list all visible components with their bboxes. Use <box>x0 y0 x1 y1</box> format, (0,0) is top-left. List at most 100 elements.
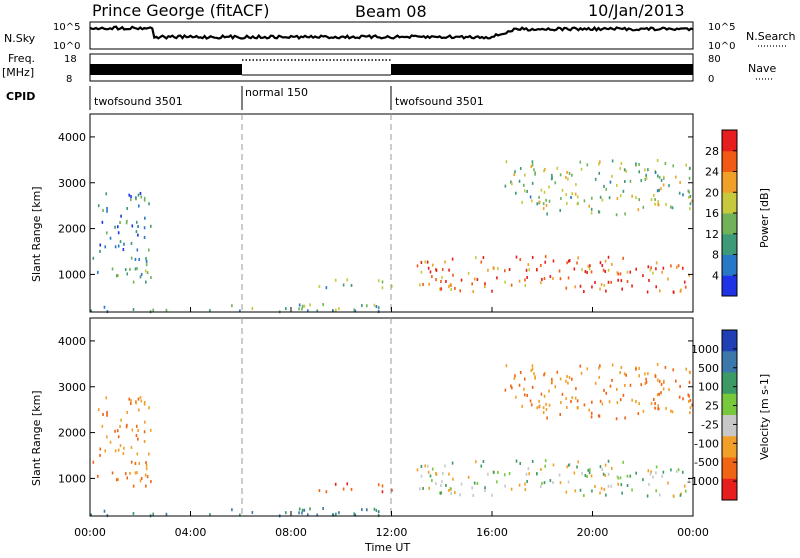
cpid-strip: CPID twofsound 3501 normal 150 twofsound… <box>6 86 484 110</box>
velocity-cell <box>581 472 583 476</box>
power-cell <box>431 275 433 279</box>
velocity-cell <box>298 511 300 515</box>
velocity-cell <box>318 489 321 493</box>
velocity-cell <box>617 476 620 480</box>
power-cell <box>566 201 568 205</box>
power-cell <box>655 285 658 289</box>
velocity-cell <box>619 398 622 402</box>
velocity-cell <box>566 465 568 469</box>
colorbar-swatch <box>722 150 737 172</box>
cpid-segment-1: twofsound 3501 <box>94 95 183 108</box>
power-cell <box>538 195 540 199</box>
power-cell <box>543 169 545 173</box>
velocity-cell <box>587 468 590 472</box>
power-cell <box>143 235 146 239</box>
velocity-cell <box>655 465 658 469</box>
velocity-cell <box>472 494 475 498</box>
power-cell <box>675 265 678 269</box>
power-cell <box>626 270 629 274</box>
power-cell <box>301 307 303 311</box>
velocity-cell <box>543 373 545 377</box>
power-cell <box>604 270 607 274</box>
power-cell <box>590 270 593 274</box>
power-cell <box>306 309 309 313</box>
power-cell <box>654 171 657 175</box>
velocity-cell <box>130 460 133 464</box>
power-cell <box>143 196 146 200</box>
power-cell <box>131 224 134 228</box>
power-cell <box>624 212 626 216</box>
velocity-cell <box>644 381 647 385</box>
power-cell <box>642 274 644 278</box>
power-cell <box>534 171 536 175</box>
velocity-cell <box>591 400 593 404</box>
velocity-cell <box>604 474 607 478</box>
power-cell <box>138 257 141 261</box>
power-cell <box>99 249 101 253</box>
nsky-label: N.Sky <box>4 32 36 45</box>
power-cell <box>92 256 95 260</box>
velocity-cell <box>594 381 597 385</box>
nsky-tick-bottom: 10^0 <box>53 41 80 52</box>
power-cell <box>579 160 582 164</box>
power-cell <box>130 195 132 199</box>
velocity-cell <box>672 368 675 372</box>
velocity-cell <box>576 399 579 403</box>
power-cell <box>115 274 118 278</box>
power-cell <box>381 286 384 290</box>
velocity-cell <box>420 474 423 478</box>
power-cell <box>545 203 548 207</box>
power-cell <box>548 185 550 189</box>
velocity-cell <box>439 491 442 495</box>
velocity-cell <box>306 513 309 517</box>
power-cell <box>377 279 380 283</box>
power-cell <box>684 285 687 289</box>
power-cell <box>148 248 150 252</box>
velocity-cell <box>601 468 604 472</box>
velocity-cell <box>667 481 669 485</box>
power-cell <box>611 262 613 266</box>
power-cell <box>654 198 656 202</box>
velocity-cell <box>251 511 254 515</box>
power-cell <box>620 279 623 283</box>
power-cell <box>145 263 148 267</box>
velocity-cell <box>491 493 493 497</box>
velocity-cell <box>591 489 593 493</box>
velocity-cell <box>353 512 356 516</box>
power-cell <box>561 188 564 192</box>
power-cell <box>137 204 140 208</box>
velocity-cell <box>678 395 681 399</box>
power-cell <box>525 268 528 272</box>
velocity-cell <box>145 467 148 471</box>
velocity-cell <box>106 410 108 414</box>
velocity-cell <box>435 472 438 476</box>
velocity-cell <box>373 507 376 511</box>
colorbar-swatch <box>722 192 737 214</box>
velocity-cell <box>609 384 612 388</box>
power-cell <box>543 277 546 281</box>
velocity-cell <box>551 380 553 384</box>
power-cell <box>450 287 453 291</box>
power-cell <box>644 177 647 181</box>
velocity-cell <box>504 388 507 392</box>
velocity-cell <box>90 513 92 517</box>
colorbar-swatch <box>722 330 737 352</box>
power-cell <box>114 245 117 249</box>
velocity-cell <box>135 424 138 428</box>
velocity-cell <box>650 470 652 474</box>
velocity-cell <box>441 480 443 484</box>
power-cell <box>607 280 610 284</box>
power-cell <box>129 198 132 202</box>
velocity-cell <box>617 482 620 486</box>
velocity-cell <box>689 406 692 410</box>
velocity-cell <box>528 472 531 476</box>
power-cell <box>689 207 691 211</box>
power-cell <box>521 200 523 204</box>
power-cell <box>671 206 674 210</box>
velocity-cell <box>460 482 463 486</box>
cpid-segment-3: twofsound 3501 <box>395 95 484 108</box>
power-cell <box>150 276 152 280</box>
power-cell <box>619 167 622 171</box>
velocity-cell <box>561 392 564 396</box>
velocity-cell <box>688 477 690 481</box>
